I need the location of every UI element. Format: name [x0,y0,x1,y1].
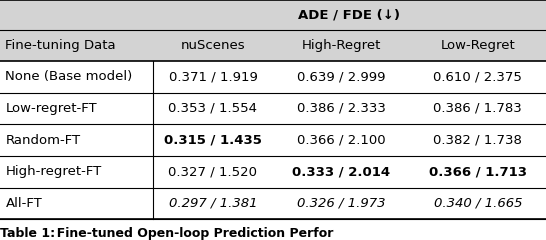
Text: 0.327 / 1.520: 0.327 / 1.520 [168,165,258,178]
FancyBboxPatch shape [0,0,546,30]
Text: 0.297 / 1.381: 0.297 / 1.381 [169,197,257,210]
Text: Fine-tuned Open-loop Prediction Perfor: Fine-tuned Open-loop Prediction Perfor [48,227,334,240]
Text: 0.333 / 2.014: 0.333 / 2.014 [292,165,390,178]
Text: Table 1:: Table 1: [0,227,55,240]
Text: 0.326 / 1.973: 0.326 / 1.973 [297,197,385,210]
Text: 0.386 / 2.333: 0.386 / 2.333 [297,102,385,115]
Text: Low-Regret: Low-Regret [441,39,515,52]
Text: 0.353 / 1.554: 0.353 / 1.554 [168,102,258,115]
Text: 0.366 / 2.100: 0.366 / 2.100 [297,134,385,147]
Text: All-FT: All-FT [5,197,42,210]
Text: 0.386 / 1.783: 0.386 / 1.783 [434,102,522,115]
Text: Random-FT: Random-FT [5,134,81,147]
Text: 0.371 / 1.919: 0.371 / 1.919 [169,70,257,83]
Text: Low-regret-FT: Low-regret-FT [5,102,97,115]
Text: 0.610 / 2.375: 0.610 / 2.375 [434,70,522,83]
Text: 0.639 / 2.999: 0.639 / 2.999 [297,70,385,83]
Text: 0.340 / 1.665: 0.340 / 1.665 [434,197,522,210]
Text: ADE / FDE (↓): ADE / FDE (↓) [299,9,400,22]
Text: 0.315 / 1.435: 0.315 / 1.435 [164,134,262,147]
Text: High-regret-FT: High-regret-FT [5,165,102,178]
Text: nuScenes: nuScenes [181,39,245,52]
Text: None (Base model): None (Base model) [5,70,133,83]
FancyBboxPatch shape [0,30,546,61]
Text: Fine-tuning Data: Fine-tuning Data [5,39,116,52]
Text: High-Regret: High-Regret [301,39,381,52]
Text: 0.382 / 1.738: 0.382 / 1.738 [434,134,522,147]
Text: 0.366 / 1.713: 0.366 / 1.713 [429,165,527,178]
